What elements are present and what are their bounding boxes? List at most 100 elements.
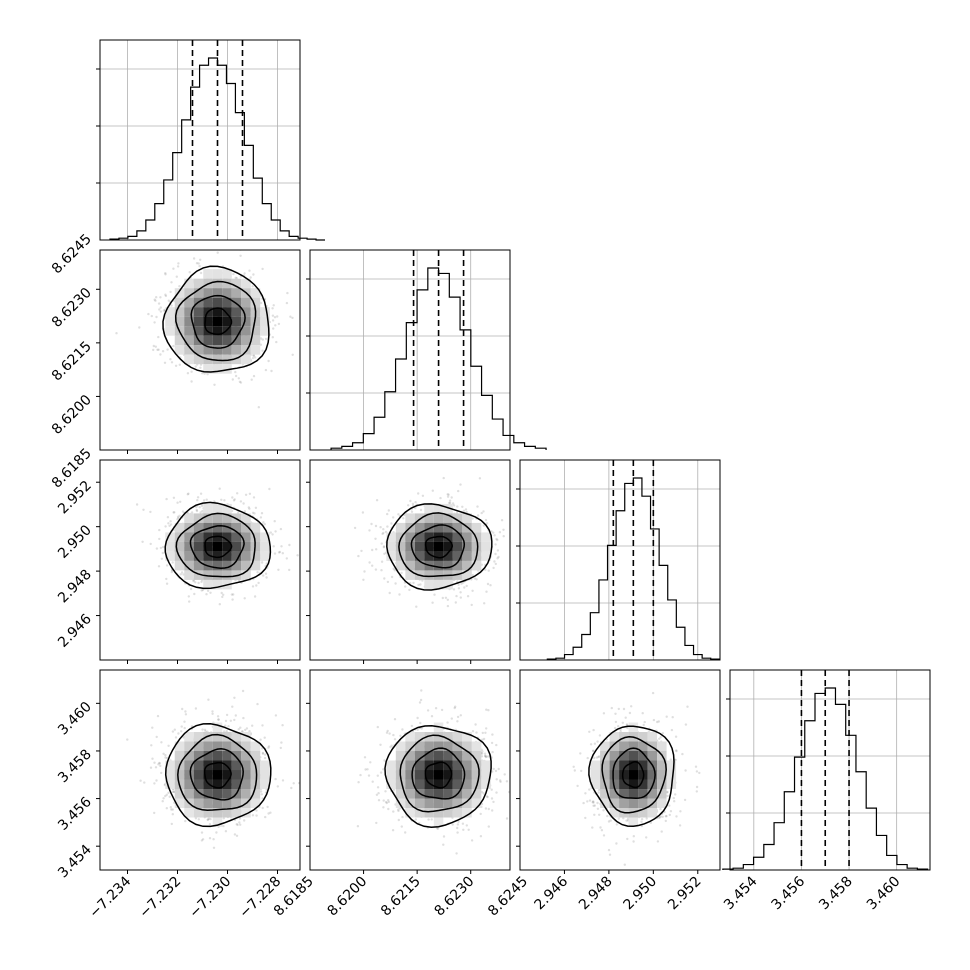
scatter-point [157,763,160,766]
scatter-point [363,570,366,573]
scatter-point [201,509,204,513]
scatter-point [224,719,228,723]
scatter-point [250,245,252,247]
scatter-point [380,542,383,545]
density-cell [452,541,463,552]
density-cell [193,307,204,317]
scatter-point [243,597,246,600]
scatter-point [256,571,259,574]
scatter-point [407,504,410,507]
scatter-point [150,744,153,747]
scatter-point [165,793,168,796]
scatter-point [199,492,203,495]
scatter-point [274,714,278,717]
scatter-point [153,761,156,764]
scatter-point [453,706,456,710]
density-cell [443,560,453,571]
density-cell [231,345,242,355]
scatter-point [390,522,393,525]
scatter-point [195,262,199,265]
scatter-point [487,709,490,712]
density-cell [241,316,251,327]
scatter-point [178,514,181,517]
scatter-point [184,819,187,823]
scatter-point [171,561,174,564]
scatter-point [200,504,204,508]
density-cell [222,513,232,523]
scatter-point [259,337,263,340]
scatter-point [272,327,275,330]
scatter-point [180,730,183,733]
density-cell [250,326,261,336]
density-cell [193,808,204,818]
scatter-point [201,728,204,731]
density-cell [193,541,204,552]
scatter-point [195,505,198,509]
density-cell [231,316,242,327]
density-cell [165,307,175,317]
scatter-point [164,756,167,759]
scatter-point [446,495,450,498]
scatter-point [177,262,180,265]
scatter-point [271,533,274,536]
scatter-point [248,730,251,733]
density-cell [222,297,232,308]
density-cell [212,522,223,533]
scatter-point [155,779,158,782]
scatter-point [178,215,180,217]
scatter-point [253,512,256,515]
density-cell [222,288,232,298]
scatter-point [161,800,164,803]
scatter-point [492,566,495,570]
density-cell [212,269,223,279]
scatter-point [496,538,499,542]
scatter-point [158,537,161,541]
scatter-point [459,596,462,599]
scatter-point [280,741,283,744]
density-cell [260,307,270,317]
scatter-point [217,718,220,721]
scatter-point [167,299,170,302]
density-cell [203,741,213,752]
density-cell [452,560,463,571]
density-cell [241,532,251,542]
scatter-point [502,535,505,538]
density-cell [184,570,194,580]
density-cell [443,541,453,552]
density-cell [184,288,194,298]
scatter-point [251,285,254,288]
density-cell [386,551,396,561]
scatter-point [402,517,405,520]
scatter-point [484,568,487,571]
density-cell [212,798,223,809]
scatter-point [360,549,363,553]
contour-line [189,748,244,801]
scatter-point [172,790,176,793]
density-cell [452,532,463,542]
density-cell [250,345,261,355]
scatter-point [239,823,242,826]
scatter-point [268,487,271,491]
density-cell [414,551,425,561]
scatter-point [427,818,430,821]
density-cell [241,541,251,552]
scatter-point [197,818,200,821]
scatter-point [220,498,223,501]
contour-line [164,501,272,590]
density-cell [414,513,425,523]
scatter-point [261,267,264,271]
scatter-point [483,602,486,605]
scatter-point [166,516,170,519]
density-cell [241,335,251,346]
density-cell [203,288,213,298]
density-cell [193,522,204,533]
density-cell [212,817,223,828]
scatter-point [489,584,492,587]
scatter-point [172,496,176,499]
density-cell [433,579,444,590]
density-cell [443,513,453,523]
scatter-point [174,736,178,739]
density-cell [231,278,242,289]
scatter-point [199,271,203,275]
scatter-point [242,716,245,720]
